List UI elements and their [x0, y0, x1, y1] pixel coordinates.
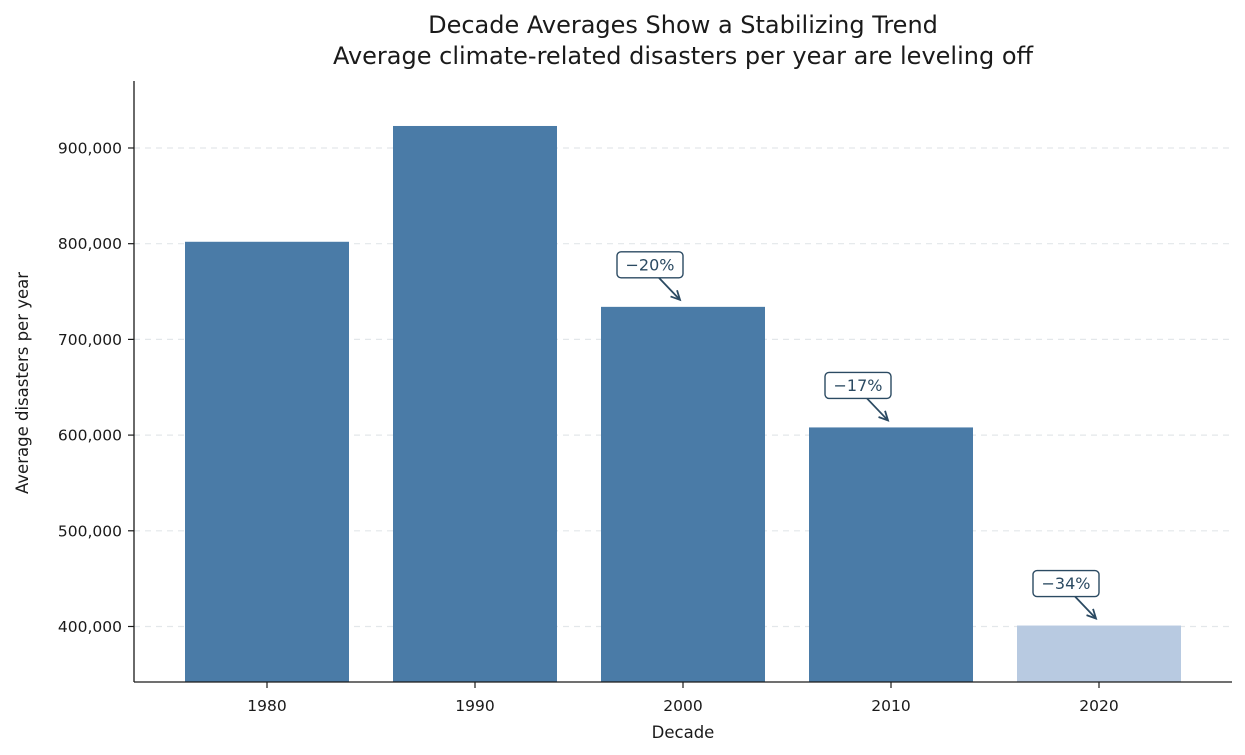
- x-tick-label: 1990: [455, 697, 494, 715]
- annotation-arrow: [658, 277, 681, 301]
- annotation-label: −34%: [1042, 574, 1091, 593]
- x-axis-label: Decade: [652, 723, 715, 742]
- annotation-arrowhead: [670, 289, 682, 302]
- bar-1980: [185, 241, 349, 682]
- y-tick-label: 700,000: [58, 331, 122, 349]
- annotation-2010: −17%: [824, 371, 892, 422]
- y-tick-label: 600,000: [58, 427, 122, 445]
- bar-2020: [1017, 625, 1181, 682]
- y-tick-label: 500,000: [58, 522, 122, 540]
- annotation-label: −20%: [626, 255, 675, 274]
- annotation-box: [1032, 569, 1100, 598]
- bars: [185, 125, 1181, 682]
- bar-2000: [601, 306, 765, 682]
- annotation-arrow: [1074, 595, 1097, 620]
- y-tick-label: 400,000: [58, 618, 122, 636]
- y-tick-label: 800,000: [58, 235, 122, 253]
- y-axis-label: Average disasters per year: [13, 272, 32, 494]
- bar-2010: [809, 427, 973, 682]
- bar-1990: [393, 125, 557, 682]
- y-ticks: 400,000 500,000 600,000 700,000 800,000 900,0…: [58, 139, 134, 636]
- x-tick-label: 1980: [247, 697, 286, 715]
- chart-title: Decade Averages Show a Stabilizing Trend: [428, 11, 938, 39]
- annotation-2000: −20%: [616, 251, 684, 302]
- x-tick-label: 2020: [1079, 697, 1118, 715]
- annotation-arrow: [866, 397, 889, 422]
- x-tick-label: 2000: [663, 697, 702, 715]
- annotation-label: −17%: [834, 376, 883, 395]
- annotation-2020: −34%: [1032, 569, 1100, 620]
- annotation-box: [824, 371, 892, 400]
- x-tick-label: 2010: [871, 697, 910, 715]
- y-tick-label: 900,000: [58, 139, 122, 157]
- chart-subtitle: Average climate-related disasters per ye…: [333, 42, 1034, 70]
- x-ticks: 1980 1990 2000 2010 2020: [247, 682, 1119, 715]
- annotation-arrowhead: [1086, 608, 1098, 620]
- annotations: −20% −17% −34%: [616, 251, 1100, 620]
- annotation-arrowhead: [878, 410, 890, 422]
- annotation-box: [616, 251, 684, 279]
